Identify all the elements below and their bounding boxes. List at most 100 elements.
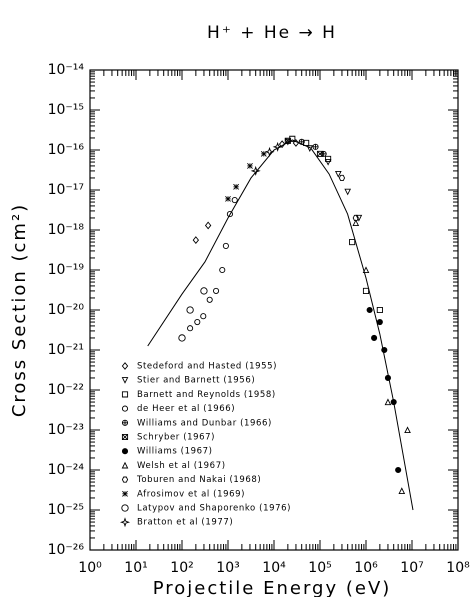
marker-shape: [204, 221, 212, 230]
data-point: [121, 391, 129, 398]
marker-shape: [349, 238, 356, 246]
y-tick-label: 10⁻²⁰: [48, 302, 85, 318]
marker-shape: [264, 146, 275, 157]
marker-shape: [278, 140, 286, 149]
marker-shape: [194, 318, 201, 326]
data-point: [119, 517, 131, 528]
marker-shape: [121, 461, 129, 469]
x-tick-label: 10³: [216, 560, 239, 576]
data-point: [384, 374, 391, 382]
marker-shape: [121, 476, 129, 483]
marker-shape: [222, 242, 229, 249]
legend-label: Latypov and Shaporenko (1976): [137, 504, 291, 514]
marker-shape: [334, 171, 342, 178]
data-point: [381, 346, 388, 354]
marker-shape: [250, 165, 261, 176]
data-point: [250, 165, 261, 176]
x-tick-label: 10⁸: [446, 560, 470, 576]
data-point: [324, 158, 332, 166]
x-tick-label: 10¹: [124, 560, 147, 576]
marker-shape: [355, 214, 363, 222]
data-point: [122, 490, 128, 497]
y-tick-label: 10⁻¹⁹: [48, 262, 85, 278]
marker-shape: [231, 197, 238, 204]
data-point: [284, 137, 291, 144]
chart-title: H⁺ + He → H: [207, 23, 337, 43]
marker-shape: [119, 517, 131, 528]
marker-shape: [272, 141, 283, 152]
legend-label: Welsh et al (1967): [137, 461, 226, 471]
marker-shape: [121, 448, 129, 455]
marker-shape: [376, 306, 383, 314]
x-tick-label: 10⁶: [354, 560, 378, 576]
marker-shape: [317, 150, 323, 157]
data-point: [200, 313, 207, 320]
data-point: [338, 174, 346, 182]
data-point: [222, 242, 229, 249]
y-tick-label: 10⁻¹⁶: [48, 142, 85, 158]
marker-shape: [121, 362, 129, 370]
x-tick-label: 10⁵: [308, 560, 331, 576]
legend-label: de Heer et al (1966): [137, 404, 235, 414]
x-tick-label: 10⁰: [78, 560, 102, 576]
marker-shape: [200, 287, 208, 295]
marker-shape: [362, 266, 370, 274]
marker-shape: [395, 466, 402, 474]
marker-shape: [213, 287, 220, 294]
x-tick-label: 10²: [170, 560, 193, 576]
data-point: [366, 306, 373, 314]
legend-label: Toburen and Nakai (1968): [136, 475, 261, 485]
legend-label: Williams and Dunbar (1966): [137, 418, 272, 428]
data-point: [192, 236, 200, 244]
marker-shape: [206, 296, 213, 303]
data-point: [384, 398, 392, 406]
y-axis-label: Cross Section (cm²): [9, 203, 30, 417]
data-point: [204, 221, 212, 230]
marker-shape: [376, 318, 383, 326]
marker-shape: [362, 287, 370, 294]
y-tick-label: 10⁻²⁵: [48, 502, 84, 518]
data-point: [225, 195, 231, 202]
data-point: [194, 318, 201, 326]
marker-shape: [121, 504, 129, 512]
y-tick-label: 10⁻²⁶: [48, 542, 85, 558]
marker-shape: [219, 266, 226, 274]
marker-shape: [398, 487, 406, 494]
marker-shape: [404, 426, 411, 434]
data-point: [325, 155, 332, 162]
data-point: [121, 476, 129, 483]
data-point: [298, 138, 305, 145]
data-point: [219, 266, 226, 274]
marker-shape: [121, 405, 129, 412]
marker-shape: [366, 306, 373, 314]
legend-label: Bratton et al (1977): [137, 518, 233, 528]
legend-label: Schryber (1967): [137, 433, 215, 443]
marker-shape: [352, 214, 359, 222]
marker-shape: [186, 306, 194, 314]
marker-shape: [384, 374, 391, 382]
data-point: [121, 419, 129, 426]
marker-shape: [390, 398, 397, 406]
marker-shape: [233, 183, 240, 190]
data-point: [206, 296, 213, 303]
marker-shape: [122, 434, 128, 440]
marker-shape: [247, 162, 253, 169]
x-tick-label: 10⁷: [400, 560, 423, 576]
marker-shape: [344, 188, 352, 196]
data-point: [121, 504, 129, 512]
data-point: [349, 238, 356, 246]
data-point: [226, 211, 233, 218]
data-point: [352, 214, 359, 222]
legend-label: Williams (1967): [137, 447, 213, 457]
data-point: [289, 135, 296, 142]
marker-shape: [122, 490, 128, 497]
y-tick-label: 10⁻¹⁸: [48, 222, 85, 238]
data-point: [121, 362, 129, 370]
data-point: [233, 183, 240, 190]
y-tick-label: 10⁻²⁴: [48, 462, 85, 478]
marker-shape: [352, 219, 360, 227]
data-point: [398, 487, 406, 494]
y-tick-label: 10⁻²²: [48, 382, 84, 398]
marker-shape: [225, 195, 231, 202]
